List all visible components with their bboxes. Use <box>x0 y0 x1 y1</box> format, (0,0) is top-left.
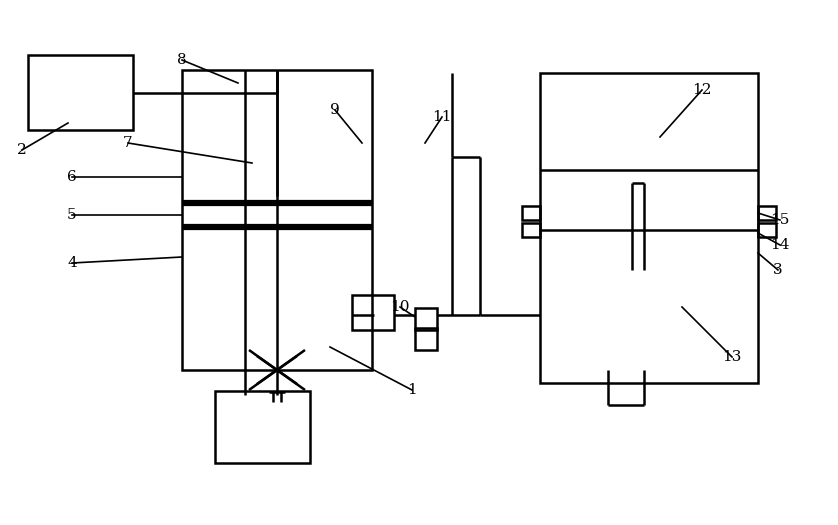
Text: 8: 8 <box>177 53 187 67</box>
Text: 5: 5 <box>67 208 77 222</box>
Text: 4: 4 <box>67 256 77 270</box>
Bar <box>352 295 394 330</box>
Bar <box>28 55 133 130</box>
Bar <box>415 308 437 330</box>
Text: 9: 9 <box>330 103 340 117</box>
Text: 13: 13 <box>722 350 742 364</box>
Bar <box>182 70 372 370</box>
Text: 10: 10 <box>391 300 410 314</box>
Bar <box>758 223 776 237</box>
Bar <box>215 391 310 463</box>
Text: 7: 7 <box>123 136 132 150</box>
Text: 3: 3 <box>773 263 783 277</box>
Text: 15: 15 <box>770 213 789 227</box>
Bar <box>415 328 437 350</box>
Text: 11: 11 <box>432 110 452 124</box>
Bar <box>522 206 540 220</box>
Text: 2: 2 <box>17 143 27 157</box>
Text: 14: 14 <box>770 238 789 252</box>
Text: 12: 12 <box>692 83 711 97</box>
Bar <box>522 223 540 237</box>
Text: 6: 6 <box>67 170 77 184</box>
Bar <box>758 206 776 220</box>
Bar <box>540 73 758 383</box>
Text: 1: 1 <box>407 383 416 397</box>
